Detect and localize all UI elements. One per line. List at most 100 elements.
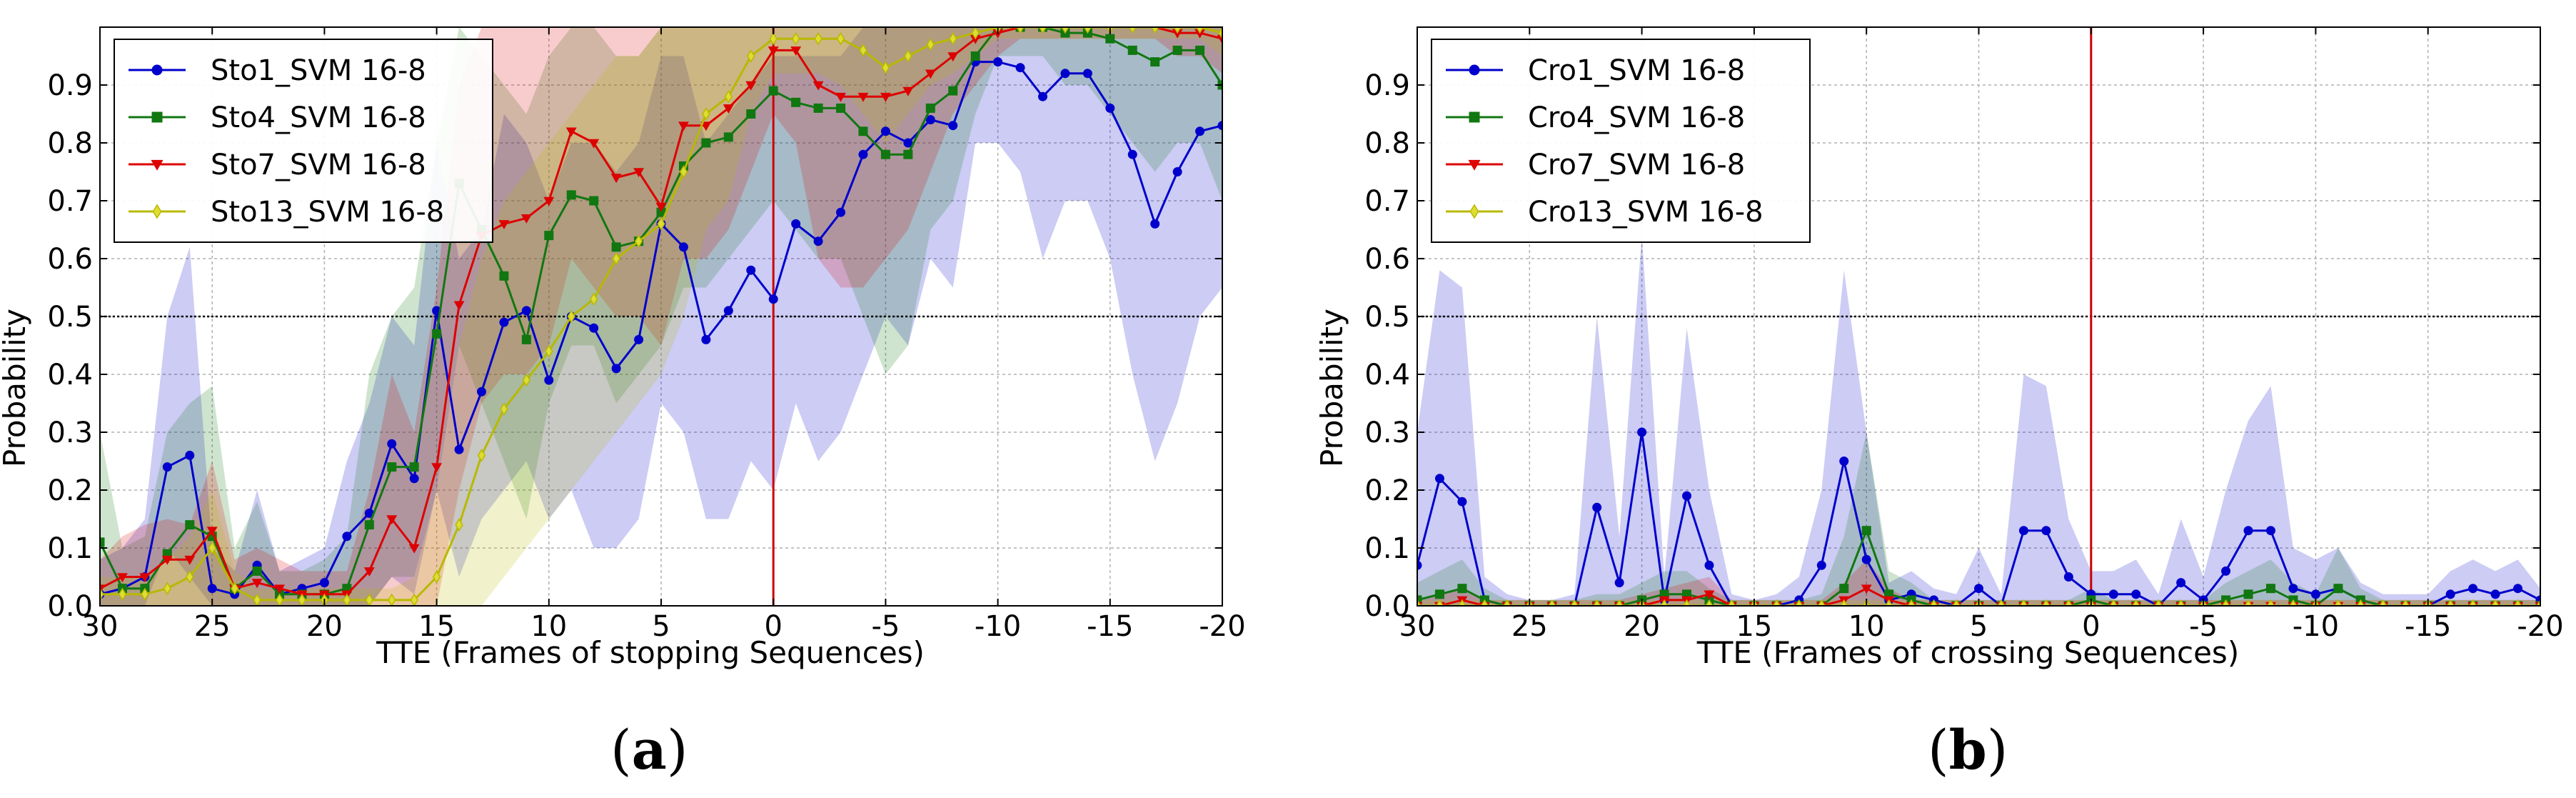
chart-b-s1-point-1: [1434, 589, 1444, 599]
chart-b-group: 30 25 20 15 10 5 0 -5 -10 -15 -20 0.0 0.1 0.2 0.3 0.4 0.…: [1314, 26, 2564, 670]
chart-a-legend-marker-2: [151, 159, 163, 171]
chart-b-s1-point-41: [2333, 584, 2343, 594]
chart-a-s2-point-3: [161, 555, 173, 565]
chart-b-s3-point-29: [2064, 599, 2073, 606]
chart-a-s3-point-36: [904, 49, 912, 63]
chart-a-s2-point-19: [520, 214, 532, 224]
chart-b-xtick-label-1: 25: [1511, 610, 1548, 643]
chart-a-s0-point-29: [746, 265, 756, 275]
chart-b-s1-point-20: [1861, 526, 1871, 536]
chart-a-xlabel: TTE (Frames of stopping Sequences): [376, 635, 925, 670]
chart-a-s2-point-12: [363, 567, 375, 577]
chart-a-s3-point-16: [455, 518, 463, 532]
chart-a-s3-point-46: [1128, 27, 1137, 34]
chart-a-s1-point-31: [791, 97, 801, 107]
chart-b-legend-label-2: Cro7_SVM 16-8: [1528, 149, 1745, 181]
chart-a-s0-point-10: [319, 578, 329, 588]
chart-a-s0-point-47: [1150, 219, 1160, 229]
chart-b-s3-point-42: [2356, 599, 2365, 606]
chart-a-plot-area: [100, 27, 1222, 606]
chart-a-s1-point-13: [387, 462, 397, 472]
chart-a-s0-point-11: [342, 532, 352, 542]
chart-b-xlabel: TTE (Frames of crossing Sequences): [1696, 635, 2239, 670]
chart-a-s3-point-35: [881, 61, 890, 74]
chart-b-s3-point-19: [1840, 599, 1848, 606]
chart-a-legend-marker-1: [151, 111, 163, 123]
chart-a-legend: [114, 39, 493, 243]
chart-b-s3-point-21: [1884, 599, 1893, 606]
chart-a-xtick-label-5: 5: [652, 610, 670, 643]
chart-a-s2-point-4: [184, 555, 196, 565]
chart-b-s3-point-31: [2109, 599, 2118, 606]
chart-b-ytick-label-7: 0.7: [1364, 185, 1410, 218]
chart-a-s1-point-27: [701, 138, 711, 148]
chart-a-s3-point-33: [836, 31, 845, 46]
chart-b-legend-label-1: Cro4_SVM 16-8: [1528, 101, 1745, 134]
chart-b-s0-point-8: [1592, 502, 1602, 512]
chart-b-s0-point-32: [2131, 589, 2141, 599]
chart-a-s0-point-13: [387, 439, 397, 449]
chart-a-s3-point-21: [567, 309, 575, 324]
chart-a-s0-point-44: [1082, 69, 1092, 79]
chart-a-s0-point-3: [162, 462, 172, 472]
chart-a-s0-point-18: [499, 317, 509, 327]
chart-a-s3-point-29: [747, 49, 755, 63]
chart-b-s3-point-34: [2176, 599, 2185, 606]
chart-a-s1-point-46: [1127, 45, 1137, 55]
chart-a-s2-point-34: [857, 92, 869, 102]
chart-b-s0-point-9: [1614, 578, 1624, 588]
chart-b-band-0: [1417, 235, 2540, 606]
chart-b-s3-point-24: [1952, 599, 1961, 606]
chart-a-ytick-label-2: 0.2: [47, 474, 93, 507]
chart-a-s2-point-26: [678, 121, 689, 131]
chart-b-s3-point-46: [2446, 599, 2455, 606]
chart-a-s0-point-49: [1195, 126, 1205, 136]
chart-a-xtick-label-1: 25: [194, 610, 231, 643]
chart-b-s3-point-50: [2536, 599, 2540, 606]
chart-a-s0-point-26: [678, 242, 688, 252]
chart-a-s3-point-43: [1061, 27, 1070, 34]
chart-a-s3-point-24: [634, 234, 643, 248]
chart-a-s1-point-28: [723, 132, 733, 142]
chart-a-s1-point-19: [521, 334, 531, 344]
chart-a-legend-label-1: Sto4_SVM 16-8: [211, 101, 426, 134]
chart-a-s1-point-39: [970, 51, 980, 61]
chart-a-group: 30 25 20 15 10 5 0 -5 -10 -15 -20 0.0 0.1 0.2 0.3 0.4 0.…: [0, 26, 1246, 670]
chart-a-s1-point-22: [589, 196, 599, 206]
chart-a-s2-point-16: [453, 301, 465, 311]
chart-a-s0-point-35: [880, 126, 890, 136]
chart-a-s0-point-34: [858, 149, 868, 159]
chart-a-s0-point-24: [634, 334, 644, 344]
chart-a-s3-point-4: [186, 570, 194, 584]
chart-a-s1-point-7: [252, 566, 262, 576]
chart-b-s3-point-49: [2513, 599, 2522, 606]
chart-a-s3-point-27: [702, 107, 710, 121]
chart-b-s1-point-2: [1457, 584, 1467, 594]
chart-a-s0-point-43: [1060, 69, 1070, 79]
chart-b-s0-point-2: [1457, 497, 1467, 507]
chart-a-s3-point-22: [589, 292, 598, 306]
chart-a-s3-point-47: [1150, 27, 1159, 34]
chart-a-s1-point-12: [364, 520, 374, 530]
chart-a-s0-point-50: [1217, 121, 1222, 131]
chart-a-s2-point-28: [723, 104, 734, 114]
chart-a-s2-point-21: [565, 127, 577, 137]
chart-b-s0-point-39: [2288, 584, 2298, 594]
chart-b-ylabel: Probability: [1314, 309, 1349, 467]
chart-b-xtick-label-0: 30: [1399, 610, 1436, 643]
chart-a-s2-point-24: [633, 168, 645, 178]
chart-b-s3-point-26: [1997, 599, 2006, 606]
chart-a-s3-point-39: [971, 27, 980, 40]
chart-b-s3-point-3: [1480, 599, 1489, 606]
chart-a-s1-point-32: [813, 103, 823, 113]
chart-b-s1-point-0: [1417, 595, 1422, 605]
chart-b-legend-label-0: Cro1_SVM 16-8: [1528, 54, 1745, 87]
chart-a-s1-point-38: [948, 86, 958, 96]
chart-a-legend-label-2: Sto7_SVM 16-8: [211, 149, 426, 181]
chart-a-s1-point-0: [100, 537, 105, 547]
chart-b-s1-point-19: [1839, 584, 1849, 594]
chart-a-s2-point-38: [947, 52, 959, 62]
chart-a-s2-point-23: [610, 174, 622, 184]
chart-b-legend: [1431, 39, 1811, 243]
chart-b-s3-point-32: [2132, 599, 2140, 606]
